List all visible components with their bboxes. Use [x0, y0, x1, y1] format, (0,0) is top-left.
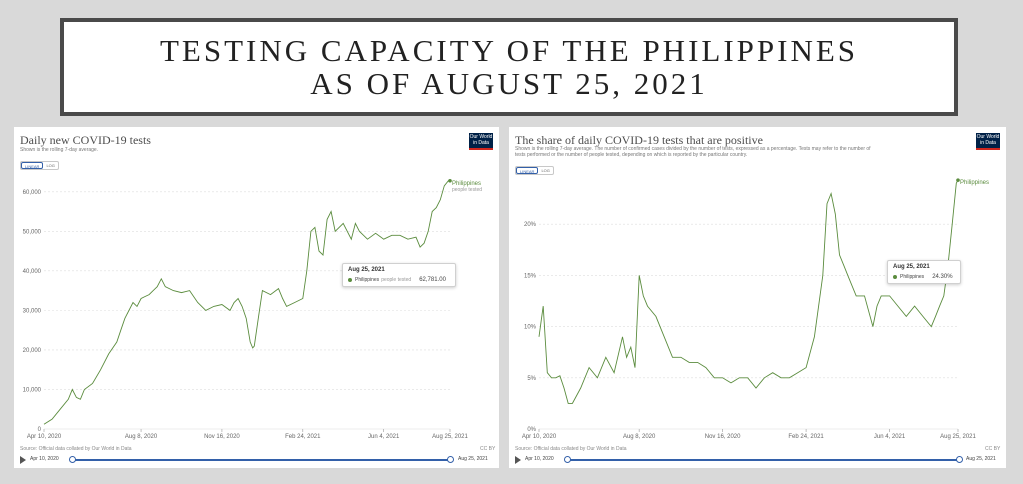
tooltip-row: Philippines people tested 62,781.00 — [348, 277, 450, 283]
x-tick-label: Nov 16, 2020 — [204, 434, 240, 440]
tooltip-series-name: Philippines — [355, 277, 380, 283]
chart-panel-positive-rate: The share of daily COVID-19 tests that a… — [509, 127, 1006, 468]
series-line-philippines — [43, 180, 451, 425]
log-scale-button[interactable]: LOG — [541, 168, 550, 173]
timeline-track[interactable] — [72, 459, 450, 461]
y-tick-label: 0 — [38, 427, 42, 433]
logo-text-2: in Data — [473, 139, 489, 146]
license-text[interactable]: CC BY — [480, 446, 496, 452]
tooltip-row: Philippines 24.30% — [893, 274, 955, 280]
y-tick-label: 0% — [527, 427, 536, 433]
chart-tooltip: Aug 25, 2021 Philippines 24.30% — [887, 260, 961, 284]
logo-text-1: Our World — [976, 134, 1000, 140]
source-text: Source: Official data collated by Our Wo… — [515, 446, 627, 452]
y-tick-label: 15% — [524, 273, 537, 279]
x-tick-label: Jun 4, 2021 — [874, 434, 906, 440]
series-end-point — [448, 178, 452, 183]
chart-panel-daily-tests: Daily new COVID-19 tests Shown is the ro… — [14, 127, 499, 468]
owid-logo[interactable]: Our World in Data — [976, 133, 1000, 150]
x-tick-label: Aug 8, 2020 — [125, 434, 158, 440]
logo-text-1: Our World — [469, 134, 493, 140]
timeline-track[interactable] — [567, 459, 959, 461]
chart-plot-area[interactable]: 0 10,000 20,000 30,000 40,000 50,000 60,000 Apr… — [14, 127, 499, 447]
owid-logo[interactable]: Our World in Data — [469, 133, 493, 150]
series-end-sublabel: people tested — [452, 187, 482, 193]
tooltip-date: Aug 25, 2021 — [893, 264, 930, 270]
y-tick-label: 10% — [524, 325, 537, 331]
chart-plot-area[interactable]: 0% 5% 10% 15% 20% Apr 10, 2020 Aug 8, 2020 Nov … — [509, 127, 1006, 447]
timeline-end-handle[interactable] — [956, 456, 963, 463]
timeline-start-handle[interactable] — [69, 456, 76, 463]
play-icon[interactable] — [515, 456, 521, 464]
y-tick-label: 10,000 — [23, 387, 42, 393]
timeline-end-label: Aug 25, 2021 — [966, 456, 996, 462]
x-tick-label: Nov 16, 2020 — [705, 434, 741, 440]
scale-toggle: LINEAR LOG — [20, 161, 59, 170]
x-tick-label: Jun 4, 2021 — [368, 434, 400, 440]
logo-text-2: in Data — [980, 139, 996, 146]
x-tick-label: Aug 25, 2021 — [432, 434, 468, 440]
timeline-end-handle[interactable] — [447, 456, 454, 463]
chart-title: Daily new COVID-19 tests — [20, 133, 151, 147]
timeline-start-handle[interactable] — [564, 456, 571, 463]
chart-subtitle: Shown is the rolling 7-day average. — [20, 147, 99, 153]
source-text: Source: Official data collated by Our Wo… — [20, 446, 132, 452]
timeline-slider[interactable]: Apr 10, 2020 Aug 25, 2021 — [20, 455, 493, 465]
tooltip-value: 24.30% — [932, 274, 953, 280]
y-tick-label: 30,000 — [23, 308, 42, 314]
license-text[interactable]: CC BY — [985, 446, 1001, 452]
banner-title-line-2: AS OF AUGUST 25, 2021 — [310, 66, 708, 101]
timeline-start-label: Apr 10, 2020 — [525, 456, 554, 462]
title-banner: TESTING CAPACITY OF THE PHILIPPINES AS O… — [60, 18, 958, 116]
series-end-label: Philippines — [452, 181, 481, 187]
series-line-philippines — [538, 179, 959, 404]
y-tick-label: 60,000 — [23, 190, 42, 196]
linear-scale-button[interactable]: LINEAR — [21, 162, 44, 169]
play-icon[interactable] — [20, 456, 26, 464]
y-tick-label: 20% — [524, 222, 537, 228]
x-tick-label: Feb 24, 2021 — [285, 434, 321, 440]
banner-title-line-1: TESTING CAPACITY OF THE PHILIPPINES — [159, 33, 859, 68]
log-scale-button[interactable]: LOG — [46, 163, 55, 168]
series-end-label: Philippines — [960, 180, 989, 186]
y-tick-label: 20,000 — [23, 348, 42, 354]
y-tick-label: 50,000 — [23, 229, 42, 235]
timeline-end-label: Aug 25, 2021 — [458, 456, 488, 462]
tooltip-series-dot — [348, 278, 352, 282]
tooltip-date: Aug 25, 2021 — [348, 267, 385, 273]
y-tick-label: 5% — [527, 376, 536, 382]
x-tick-label: Aug 8, 2020 — [623, 434, 656, 440]
y-tick-label: 40,000 — [23, 269, 42, 275]
tooltip-series-dot — [893, 275, 897, 279]
scale-toggle: LINEAR LOG — [515, 166, 554, 175]
chart-title: The share of daily COVID-19 tests that a… — [515, 133, 763, 147]
x-tick-label: Apr 10, 2020 — [522, 434, 557, 440]
chart-subtitle-line-2: tests performed or the number of people … — [515, 152, 748, 158]
series-end-point — [956, 178, 960, 182]
x-tick-label: Aug 25, 2021 — [940, 434, 976, 440]
chart-subtitle-line-1: Shown is the rolling 7-day average. The … — [515, 146, 871, 152]
tooltip-value: 62,781.00 — [419, 277, 446, 283]
x-tick-label: Feb 24, 2021 — [788, 434, 824, 440]
x-tick-label: Apr 10, 2020 — [27, 434, 62, 440]
timeline-slider[interactable]: Apr 10, 2020 Aug 25, 2021 — [515, 455, 1000, 465]
tooltip-series-note: people tested — [381, 277, 412, 283]
chart-tooltip: Aug 25, 2021 Philippines people tested 6… — [342, 263, 456, 287]
linear-scale-button[interactable]: LINEAR — [516, 167, 539, 174]
timeline-start-label: Apr 10, 2020 — [30, 456, 59, 462]
tooltip-series-name: Philippines — [900, 274, 925, 280]
